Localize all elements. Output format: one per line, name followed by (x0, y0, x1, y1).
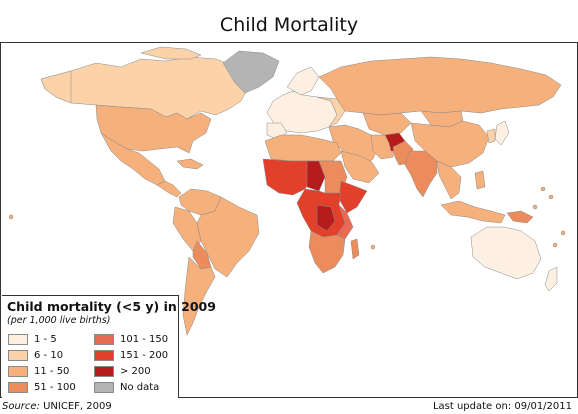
source-note: Source: UNICEF, 2009 (2, 401, 112, 412)
island-dot (548, 194, 554, 200)
legend-subtitle: (per 1,000 live births) (7, 315, 111, 326)
country-russia[interactable] (318, 56, 562, 116)
country-southern-africa[interactable] (308, 230, 346, 274)
country-philippines[interactable] (474, 170, 486, 190)
map-frame: Child mortality (<5 y) in 2009 (per 1,00… (0, 42, 578, 398)
country-scandinavia[interactable] (286, 66, 320, 96)
legend-swatch (94, 366, 114, 377)
legend-label: 101 - 150 (120, 334, 169, 345)
legend-title: Child mortality (<5 y) in 2009 (7, 299, 216, 314)
country-korea[interactable] (486, 128, 496, 144)
legend-swatch (8, 350, 28, 361)
country-kazakhstan[interactable] (362, 112, 412, 136)
legend-swatch (94, 350, 114, 361)
legend-swatch (8, 334, 28, 345)
country-alaska[interactable] (40, 70, 72, 104)
last-update: Last update on: 09/01/2011 (432, 401, 572, 412)
island-dot (560, 230, 566, 236)
source-value: UNICEF, 2009 (39, 401, 112, 412)
map-legend: Child mortality (<5 y) in 2009 (per 1,00… (2, 295, 216, 398)
country-north-africa[interactable] (264, 134, 342, 162)
legend-label: 11 - 50 (34, 366, 70, 377)
country-central-america[interactable] (156, 180, 182, 198)
legend-label: No data (120, 382, 160, 393)
country-new-zealand[interactable] (544, 266, 558, 292)
country-india[interactable] (404, 150, 438, 198)
legend-swatch (94, 382, 114, 393)
legend-swatch (8, 382, 28, 393)
legend-label: 51 - 100 (34, 382, 76, 393)
source-label: Source: (2, 401, 40, 412)
legend-label: 151 - 200 (120, 350, 169, 361)
country-arctic-islands[interactable] (140, 46, 202, 60)
island-dot (370, 244, 376, 250)
map-title: Child Mortality (219, 14, 359, 36)
island-dot (532, 204, 538, 210)
country-sahel[interactable] (306, 160, 326, 192)
country-australia[interactable] (470, 226, 542, 280)
legend-swatch (94, 334, 114, 345)
legend-label: 6 - 10 (34, 350, 64, 361)
island-dot (540, 186, 546, 192)
world-map (8, 46, 566, 336)
country-drc[interactable] (316, 204, 336, 232)
country-brazil[interactable] (196, 196, 260, 278)
country-japan[interactable] (494, 120, 510, 146)
country-southeast-asia[interactable] (436, 160, 462, 200)
country-canada[interactable] (40, 56, 252, 120)
legend-label: 1 - 5 (34, 334, 57, 345)
country-argentina-chile[interactable] (182, 256, 216, 336)
legend-label: > 200 (120, 366, 151, 377)
country-indonesia[interactable] (440, 200, 506, 224)
country-arabia[interactable] (340, 150, 380, 184)
island-dot (552, 242, 558, 248)
country-papua-new-guinea[interactable] (506, 210, 534, 224)
country-greenland[interactable] (222, 50, 280, 94)
country-madagascar[interactable] (350, 238, 360, 260)
island-dot (8, 214, 14, 220)
country-horn-of-africa[interactable] (338, 180, 368, 214)
legend-swatch (8, 366, 28, 377)
country-caribbean[interactable] (176, 158, 204, 170)
